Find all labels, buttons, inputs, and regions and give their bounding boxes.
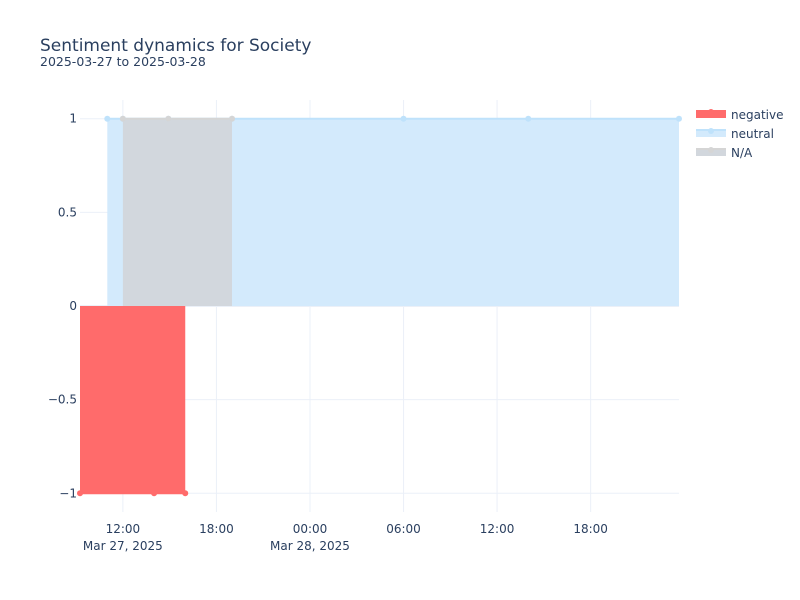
data-point[interactable] — [165, 115, 172, 122]
legend-item-n-a[interactable]: N/A — [696, 146, 753, 160]
data-point[interactable] — [104, 115, 111, 122]
x-tick-sublabel: Mar 27, 2025 — [83, 539, 163, 553]
legend[interactable]: negative neutral N/A — [696, 108, 783, 160]
chart-subtitle: 2025-03-27 to 2025-03-28 — [40, 54, 206, 69]
x-tick-label: 18:00 — [199, 522, 234, 536]
data-point[interactable] — [119, 115, 126, 122]
x-tick-sublabel: Mar 28, 2025 — [270, 539, 350, 553]
data-point[interactable] — [229, 115, 236, 122]
x-tick-label: 18:00 — [573, 522, 608, 536]
x-tick-label: 12:00 — [106, 522, 141, 536]
y-tick-label: 0.5 — [58, 205, 77, 219]
series-area-n-a — [122, 118, 233, 307]
data-point[interactable] — [525, 115, 532, 122]
legend-marker — [708, 147, 714, 153]
marker-layer — [77, 115, 682, 497]
axis-layer: 12:00 Mar 27, 2025 18:00 00:00 Mar 28, 2025 0… — [48, 112, 608, 553]
area-layer — [80, 117, 680, 495]
legend-item-negative[interactable]: negative — [696, 108, 783, 122]
data-point[interactable] — [182, 490, 189, 497]
legend-marker — [708, 128, 714, 134]
x-tick-label: 06:00 — [386, 522, 421, 536]
legend-label: N/A — [731, 146, 753, 160]
x-tick-label: 00:00 — [293, 522, 328, 536]
series-area-neutral — [107, 118, 680, 307]
series-area-negative — [80, 306, 186, 494]
chart-title: Sentiment dynamics for Society — [40, 36, 311, 56]
y-tick-label: 0 — [69, 299, 77, 313]
data-point[interactable] — [77, 490, 83, 497]
y-tick-label: −1 — [59, 486, 77, 500]
x-tick-label: 12:00 — [480, 522, 515, 536]
legend-item-neutral[interactable]: neutral — [696, 127, 774, 141]
data-point[interactable] — [676, 115, 682, 122]
legend-label: neutral — [731, 127, 774, 141]
y-tick-label: 1 — [69, 112, 77, 126]
legend-marker — [708, 109, 714, 115]
data-point[interactable] — [400, 115, 407, 122]
legend-label: negative — [731, 108, 783, 122]
data-point[interactable] — [151, 490, 158, 497]
y-tick-label: −0.5 — [48, 393, 77, 407]
